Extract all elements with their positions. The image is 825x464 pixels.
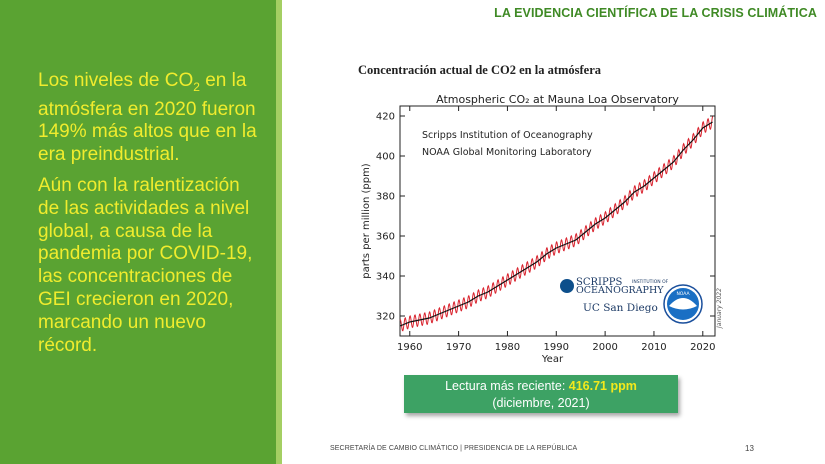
paragraph-covid: Aún con la ralentización de las activida… — [38, 174, 253, 356]
trend-line — [399, 121, 713, 327]
reading-date: (diciembre, 2021) — [492, 396, 590, 410]
latest-reading-box: Lectura más reciente: 416.71 ppm (diciem… — [404, 375, 678, 413]
scripps-logo-text-1: SCRIPPS — [576, 277, 622, 288]
x-tick-label-2000: 2000 — [592, 342, 617, 353]
noaa-logo-text: NOAA — [676, 291, 690, 297]
x-tick-label-1960: 1960 — [397, 342, 422, 353]
chart-caption: Concentración actual de CO2 en la atmósf… — [358, 63, 602, 77]
annotation-scripps: Scripps Institution of Oceanography — [422, 130, 593, 141]
text-layer: 1960 1970 1980 1990 2000 2010 2020 320 340 360 380… — [361, 93, 723, 365]
y-tick-label-420: 420 — [376, 112, 395, 123]
annotation-noaa: NOAA Global Monitoring Laboratory — [422, 147, 592, 158]
x-axis-label: Year — [541, 354, 564, 365]
accent-stripe — [276, 0, 282, 464]
x-tick-label-1990: 1990 — [544, 342, 569, 353]
monthly-co2-line — [399, 116, 714, 332]
reading-label: Lectura más reciente: — [445, 379, 569, 393]
page-number: 13 — [745, 444, 754, 453]
footer-text: SECRETARÍA DE CAMBIO CLIMÁTICO | PRESIDE… — [330, 445, 578, 452]
scripps-logo-icon — [560, 279, 574, 293]
scripps-logo-text-2: INSTITUTION OF — [632, 279, 669, 285]
scripps-logo-text-3: OCEANOGRAPHY — [576, 285, 664, 296]
left-green-panel — [0, 0, 276, 464]
co2-subscript: 2 — [193, 79, 200, 94]
reading-line: Lectura más reciente: 416.71 ppm — [404, 378, 678, 395]
y-axis-label: parts per million (ppm) — [361, 163, 372, 279]
paragraph-co2-levels: Los niveles de CO2 en la atmósfera en 20… — [38, 70, 266, 167]
axes — [399, 105, 716, 337]
slide-header-title: LA EVIDENCIA CIENTÍFICA DE LA CRISIS CLI… — [494, 6, 817, 20]
y-tick-label-340: 340 — [376, 272, 395, 283]
x-tick-label-1980: 1980 — [495, 342, 520, 353]
plot-frame — [399, 105, 716, 337]
noaa-bird-shape — [669, 298, 697, 310]
y-tick-label-320: 320 — [376, 312, 395, 323]
x-tick-label-2010: 2010 — [641, 342, 666, 353]
paragraph1-text-b: en la atmósfera en 2020 fueron 149% más … — [38, 70, 257, 166]
paragraph1-text-a: Los niveles de CO — [38, 70, 194, 91]
y-tick-label-400: 400 — [376, 152, 395, 163]
co2-chart: 1960 1970 1980 1990 2000 2010 2020 320 340 360 380… — [361, 93, 723, 365]
body-text: Los niveles de CO2 en la atmósfera en 20… — [38, 70, 266, 365]
x-tick-label-2020: 2020 — [690, 342, 715, 353]
y-tick-label-360: 360 — [376, 232, 395, 243]
date-label: January 2022 — [716, 288, 723, 329]
series-layer — [399, 116, 714, 332]
x-tick-label-1970: 1970 — [446, 342, 471, 353]
ucsd-logo-text: UC San Diego — [583, 302, 658, 314]
chart-title: Atmospheric CO₂ at Mauna Loa Observatory — [436, 93, 679, 106]
y-tick-label-380: 380 — [376, 192, 395, 203]
reading-value: 416.71 ppm — [568, 379, 637, 393]
